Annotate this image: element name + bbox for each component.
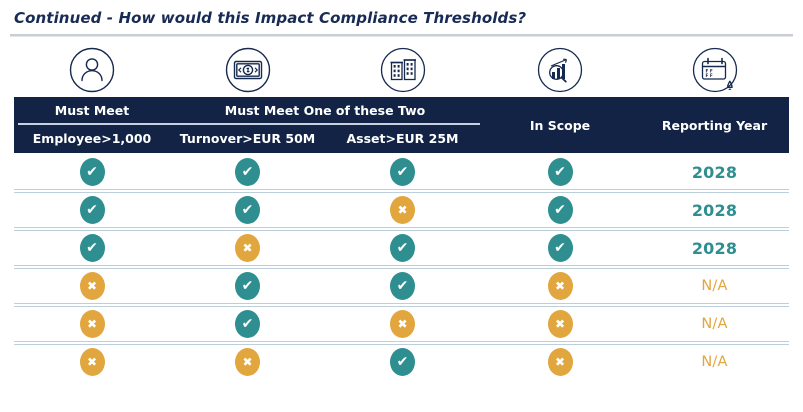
check-icon: ✔ bbox=[390, 234, 415, 262]
cross-icon: ✖ bbox=[79, 310, 105, 338]
header-reporting-year: Reporting Year bbox=[661, 117, 768, 133]
check-icon: ✔ bbox=[79, 158, 105, 186]
cross-icon: ✖ bbox=[547, 348, 573, 376]
header-turnover-threshold: Turnover>EUR 50M bbox=[179, 131, 316, 146]
chart-magnifier-icon bbox=[480, 47, 640, 93]
check-icon: ✔ bbox=[235, 272, 260, 300]
cross-icon: ✖ bbox=[79, 348, 105, 376]
header-in-scope: In Scope bbox=[529, 117, 591, 133]
svg-text:F F: F F bbox=[705, 73, 712, 78]
calendar-bell-icon: F F F F bbox=[640, 47, 789, 93]
reporting-year-value: 2028 bbox=[691, 200, 738, 220]
check-icon: ✔ bbox=[235, 310, 260, 338]
check-icon: ✔ bbox=[390, 158, 415, 186]
header-must-meet: Must Meet bbox=[54, 103, 130, 118]
table-row: ✔ ✔ ✔ ✔ 2028 bbox=[14, 155, 789, 189]
check-icon: ✔ bbox=[235, 158, 260, 186]
reporting-year-value: N/A bbox=[701, 278, 728, 294]
title-divider bbox=[10, 34, 793, 37]
row-divider bbox=[14, 227, 789, 231]
person-icon bbox=[14, 47, 170, 93]
row-divider bbox=[14, 265, 789, 269]
svg-text:F F: F F bbox=[705, 69, 712, 74]
cross-icon: ✖ bbox=[390, 310, 415, 338]
check-icon: ✔ bbox=[547, 196, 573, 224]
table-row: ✔ ✖ ✔ ✔ 2028 bbox=[14, 231, 789, 265]
row-divider bbox=[14, 341, 789, 345]
row-divider bbox=[14, 303, 789, 307]
banknote-icon bbox=[170, 47, 325, 93]
icon-row: F F F F bbox=[14, 45, 789, 95]
cross-icon: ✖ bbox=[235, 348, 260, 376]
header-asset-threshold: Asset>EUR 25M bbox=[346, 131, 459, 146]
table-row: ✖ ✔ ✔ ✖ N/A bbox=[14, 269, 789, 303]
reporting-year-value: N/A bbox=[701, 354, 728, 370]
cross-icon: ✖ bbox=[547, 272, 573, 300]
table-body: ✔ ✔ ✔ ✔ 2028 ✔ ✔ ✖ ✔ 2028 ✔ ✖ ✔ ✔ 2028 ✖… bbox=[0, 155, 803, 379]
reporting-year-value: N/A bbox=[701, 316, 728, 332]
reporting-year-value: 2028 bbox=[691, 238, 738, 258]
check-icon: ✔ bbox=[79, 196, 105, 224]
check-icon: ✔ bbox=[390, 348, 415, 376]
header-employee-threshold: Employee>1,000 bbox=[32, 131, 152, 146]
cross-icon: ✖ bbox=[79, 272, 105, 300]
cross-icon: ✖ bbox=[235, 234, 260, 262]
check-icon: ✔ bbox=[79, 234, 105, 262]
table-row: ✖ ✔ ✖ ✖ N/A bbox=[14, 307, 789, 341]
page-title: Continued - How would this Impact Compli… bbox=[14, 9, 527, 27]
check-icon: ✔ bbox=[235, 196, 260, 224]
buildings-icon bbox=[325, 47, 480, 93]
table-row: ✖ ✖ ✔ ✖ N/A bbox=[14, 345, 789, 379]
check-icon: ✔ bbox=[547, 234, 573, 262]
check-icon: ✔ bbox=[390, 272, 415, 300]
header-inner-divider bbox=[18, 123, 480, 125]
table-header: Must Meet Must Meet One of these Two Emp… bbox=[14, 97, 789, 153]
row-divider bbox=[14, 189, 789, 193]
reporting-year-value: 2028 bbox=[691, 162, 738, 182]
header-must-meet-one-of-two: Must Meet One of these Two bbox=[224, 103, 426, 118]
check-icon: ✔ bbox=[547, 158, 573, 186]
table-row: ✔ ✔ ✖ ✔ 2028 bbox=[14, 193, 789, 227]
cross-icon: ✖ bbox=[547, 310, 573, 338]
cross-icon: ✖ bbox=[390, 196, 415, 224]
